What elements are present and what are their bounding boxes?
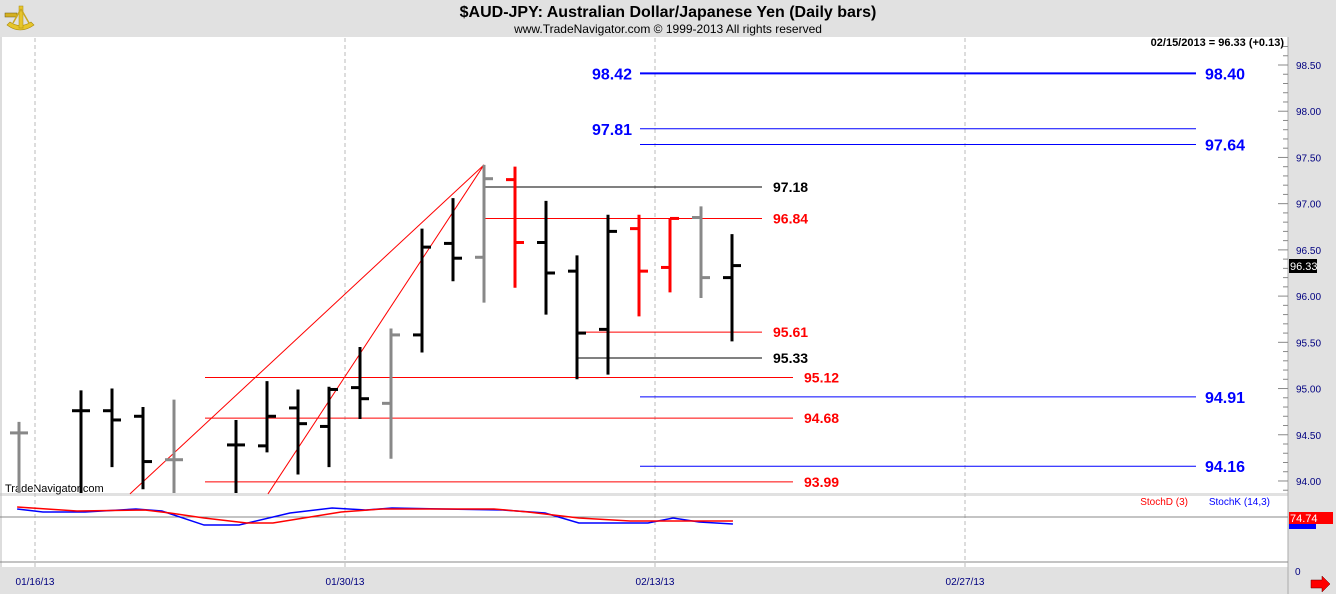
price-tick-label: 95.50 [1296, 338, 1321, 349]
panel-separator [0, 493, 1288, 496]
price-tick-label: 97.00 [1296, 200, 1321, 211]
price-tick-label: 96.50 [1296, 246, 1321, 257]
level-label: 95.33 [773, 350, 808, 366]
ohlc-bar [723, 234, 741, 342]
ohlc-bar [103, 388, 121, 468]
date-tick-label: 02/27/13 [946, 577, 985, 588]
ohlc-bar [506, 166, 524, 288]
price-axis: 94.00 94.50 95.00 95.50 96.00 96.50 97.00 97.50… [1278, 46, 1321, 491]
trendline [129, 164, 485, 495]
copyright-subtitle: www.TradeNavigator.com © 1999-2013 All r… [513, 22, 822, 36]
price-tick-label: 97.50 [1296, 153, 1321, 164]
stochastic-panel [0, 506, 1288, 563]
ohlc-bar [382, 328, 400, 459]
level-label: 93.99 [804, 474, 839, 490]
ohlc-bar [444, 198, 462, 282]
ohlc-bar [568, 255, 586, 380]
level-label: 94.68 [804, 410, 839, 426]
price-tick-label: 96.00 [1296, 292, 1321, 303]
date-axis: 01/16/13 01/30/13 02/13/13 02/27/13 [16, 577, 985, 588]
date-tick-label: 01/16/13 [16, 577, 55, 588]
ohlc-bar [289, 389, 307, 475]
ohlc-bar [227, 419, 245, 493]
date-axis-panel [0, 567, 1336, 594]
trendline [267, 164, 485, 495]
stoch-last-label: 74.74 [1290, 513, 1318, 525]
ohlc-bar [599, 214, 617, 375]
ohlc-bar [10, 421, 28, 493]
ohlc-bar [320, 386, 338, 468]
level-label: 95.12 [804, 369, 839, 385]
level-label: 97.18 [773, 179, 808, 195]
ohlc-bar [258, 381, 276, 453]
ohlc-bar [630, 214, 648, 317]
ohlc-bar [134, 407, 152, 490]
price-bars [10, 164, 741, 493]
level-label-left: 98.42 [592, 66, 632, 83]
date-tick-label: 02/13/13 [636, 577, 675, 588]
price-tick-label: 98.50 [1296, 61, 1321, 72]
chart-title: $AUD-JPY: Australian Dollar/Japanese Yen… [460, 4, 877, 21]
level-label-right: 97.64 [1205, 137, 1245, 154]
sextant-icon [4, 5, 35, 31]
level-label: 95.61 [773, 324, 808, 340]
ohlc-bar [351, 346, 369, 420]
ohlc-bar [537, 200, 555, 315]
ohlc-bar [72, 390, 90, 493]
stoch-line-d [17, 506, 733, 524]
ohlc-bar [165, 399, 183, 493]
ohlc-bar [413, 228, 431, 353]
date-tick-label: 01/30/13 [326, 577, 365, 588]
price-tick-label: 95.00 [1296, 385, 1321, 396]
level-label-left: 97.81 [592, 122, 632, 139]
ohlc-bar [692, 206, 710, 298]
ohlc-bar [475, 164, 493, 303]
level-label-right: 98.40 [1205, 66, 1245, 83]
stoch-legend-d: StochD (3) [1140, 497, 1188, 508]
trendlines [129, 164, 485, 495]
price-tick-label: 94.50 [1296, 431, 1321, 442]
price-tick-label: 98.00 [1296, 107, 1321, 118]
ohlc-bar [661, 216, 679, 293]
quote-readout: 02/15/2013 = 96.33 (+0.13) [1151, 37, 1285, 49]
price-tick-label: 94.00 [1296, 477, 1321, 488]
scroll-right-arrow-icon[interactable] [1310, 575, 1331, 593]
level-label-right: 94.91 [1205, 390, 1245, 407]
last-price-label: 96.33 [1290, 261, 1318, 273]
stoch-last-marker: 74.74 [1289, 512, 1333, 529]
header-bar [0, 0, 1336, 37]
watermark: TradeNavigator.com [5, 483, 104, 495]
last-price-marker: 96.33 [1289, 259, 1318, 273]
stoch-axis-zero: 0 [1295, 567, 1301, 578]
support-resistance-levels: 98.42 98.40 97.81 97.64 97.18 96.84 95.61 95.33… [205, 66, 1245, 490]
price-axis-panel [1288, 37, 1336, 594]
level-label: 96.84 [773, 210, 808, 226]
stoch-legend-k: StochK (14,3) [1209, 497, 1270, 508]
level-label-right: 94.16 [1205, 459, 1245, 476]
